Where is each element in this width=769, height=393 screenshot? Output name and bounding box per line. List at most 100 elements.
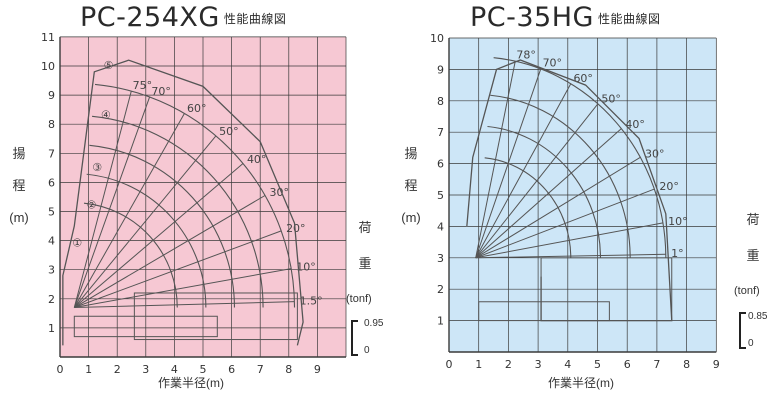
left-angle-line [74, 301, 295, 309]
right-angle-line [475, 128, 622, 259]
right-x-tick-label: 8 [683, 358, 690, 371]
right-x-tick-label: 5 [594, 358, 601, 371]
right-scale-top: 0.85 [748, 311, 768, 322]
right-scale-bottom: 0 [748, 338, 754, 349]
left-ylabel-char-1: 揚 [12, 146, 26, 161]
left-load-arc [92, 115, 264, 308]
right-y-tick-label: 5 [437, 189, 444, 202]
right-y-tick-label: 2 [437, 283, 444, 296]
right-x-tick-label: 7 [653, 358, 660, 371]
left-y-tick-label: 6 [48, 176, 55, 189]
right-right-label-char-2: 重 [746, 248, 760, 263]
right-chart-subtitle: 性能曲線図 [597, 12, 661, 26]
right-right-unit: (tonf) [734, 285, 760, 297]
left-y-tick-label: 2 [48, 293, 55, 306]
left-angle-label: 1.5° [300, 295, 323, 308]
right-y-tick-label: 8 [437, 95, 444, 108]
left-boom-section-label: ④ [101, 108, 111, 121]
left-chart-model: PC-254XG [80, 2, 220, 33]
right-right-label-char-1: 荷 [746, 212, 760, 227]
left-y-tick-label: 7 [48, 147, 55, 160]
left-angle-label: 40° [247, 153, 266, 166]
left-boom-section-label: ② [87, 199, 97, 212]
right-load-arc [484, 157, 572, 258]
right-y-tick-label: 9 [437, 63, 444, 76]
left-working-envelope [62, 59, 304, 346]
right-x-tick-label: 6 [624, 358, 631, 371]
left-boom-section-label: ① [72, 236, 82, 249]
left-boom-section-label: ③ [92, 161, 102, 174]
right-angle-label: 50° [601, 93, 621, 106]
right-angle-label: 30° [645, 147, 665, 160]
left-right-label-char-2: 重 [358, 256, 372, 271]
left-y-tick-label: 9 [48, 89, 55, 102]
left-angle-line [74, 195, 266, 308]
right-chart-model: PC-35HG [470, 2, 594, 33]
left-scale-bottom: 0 [364, 345, 370, 356]
right-load-zone [478, 301, 610, 322]
right-angle-line [475, 188, 655, 259]
left-x-tick-label: 9 [314, 363, 321, 376]
right-load-arc [487, 125, 602, 258]
right-x-tick-label: 2 [505, 358, 512, 371]
left-y-tick-label: 11 [41, 31, 55, 44]
left-x-tick-label: 1 [85, 363, 92, 376]
right-angle-label: 40° [625, 118, 645, 131]
left-x-tick-label: 7 [257, 363, 264, 376]
left-x-tick-label: 8 [285, 363, 292, 376]
right-x-tick-label: 4 [564, 358, 571, 371]
left-angle-label: 60° [187, 102, 207, 115]
left-load-arc [89, 144, 236, 308]
left-angle-label: 10° [296, 261, 316, 274]
right-angle-label: 70° [543, 57, 563, 70]
right-xlabel: 作業半径(m) [548, 376, 614, 390]
left-y-tick-label: 4 [48, 235, 55, 248]
right-y-tick-label: 6 [437, 158, 444, 171]
left-angle-label: 75° [133, 79, 153, 92]
left-angle-label: 30° [269, 186, 289, 199]
right-y-tick-label: 4 [437, 220, 444, 233]
left-angle-line [73, 113, 185, 308]
right-y-tick-label: 1 [437, 315, 444, 328]
right-x-tick-label: 9 [713, 358, 720, 371]
left-ylabel-char-2: 程 [12, 178, 26, 193]
left-angle-line [74, 268, 292, 309]
right-angle-label: 20° [659, 180, 679, 193]
right-angle-line [475, 103, 599, 259]
left-x-tick-label: 3 [142, 363, 149, 376]
left-angle-line [73, 135, 217, 308]
left-angle-label: 70° [151, 85, 171, 98]
right-angle-line [475, 61, 516, 258]
left-y-tick-label: 10 [41, 60, 55, 73]
right-angle-line [475, 83, 572, 259]
left-angle-line [73, 90, 132, 308]
left-x-tick-label: 6 [228, 363, 235, 376]
left-x-tick-label: 0 [57, 363, 64, 376]
left-y-tick-label: 5 [48, 206, 55, 219]
right-angle-label: 1° [671, 247, 684, 260]
left-angle-label: 20° [286, 222, 306, 235]
right-ylabel-char-1: 揚 [404, 146, 418, 161]
right-angle-label: 10° [668, 215, 688, 228]
left-xlabel: 作業半径(m) [158, 376, 224, 390]
right-x-tick-label: 3 [535, 358, 542, 371]
right-angle-line [475, 253, 666, 259]
left-load-scale-bracket [351, 320, 358, 356]
left-x-tick-label: 5 [200, 363, 207, 376]
right-angle-line [475, 68, 542, 258]
right-angle-line [475, 156, 641, 259]
left-chart-subtitle: 性能曲線図 [223, 12, 287, 26]
right-y-tick-label: 7 [437, 126, 444, 139]
left-right-unit: (tonf) [346, 293, 372, 305]
left-ylabel-unit: (m) [9, 210, 29, 225]
left-load-arc [94, 83, 296, 308]
left-right-label-char-1: 荷 [358, 220, 372, 235]
left-angle-line [73, 163, 244, 308]
left-y-tick-label: 1 [48, 322, 55, 335]
left-x-tick-label: 4 [171, 363, 178, 376]
right-y-tick-label: 3 [437, 252, 444, 265]
left-chart-title: PC-254XG 性能曲線図 [80, 2, 286, 33]
right-ylabel-unit: (m) [401, 210, 421, 225]
left-x-tick-label: 2 [114, 363, 121, 376]
